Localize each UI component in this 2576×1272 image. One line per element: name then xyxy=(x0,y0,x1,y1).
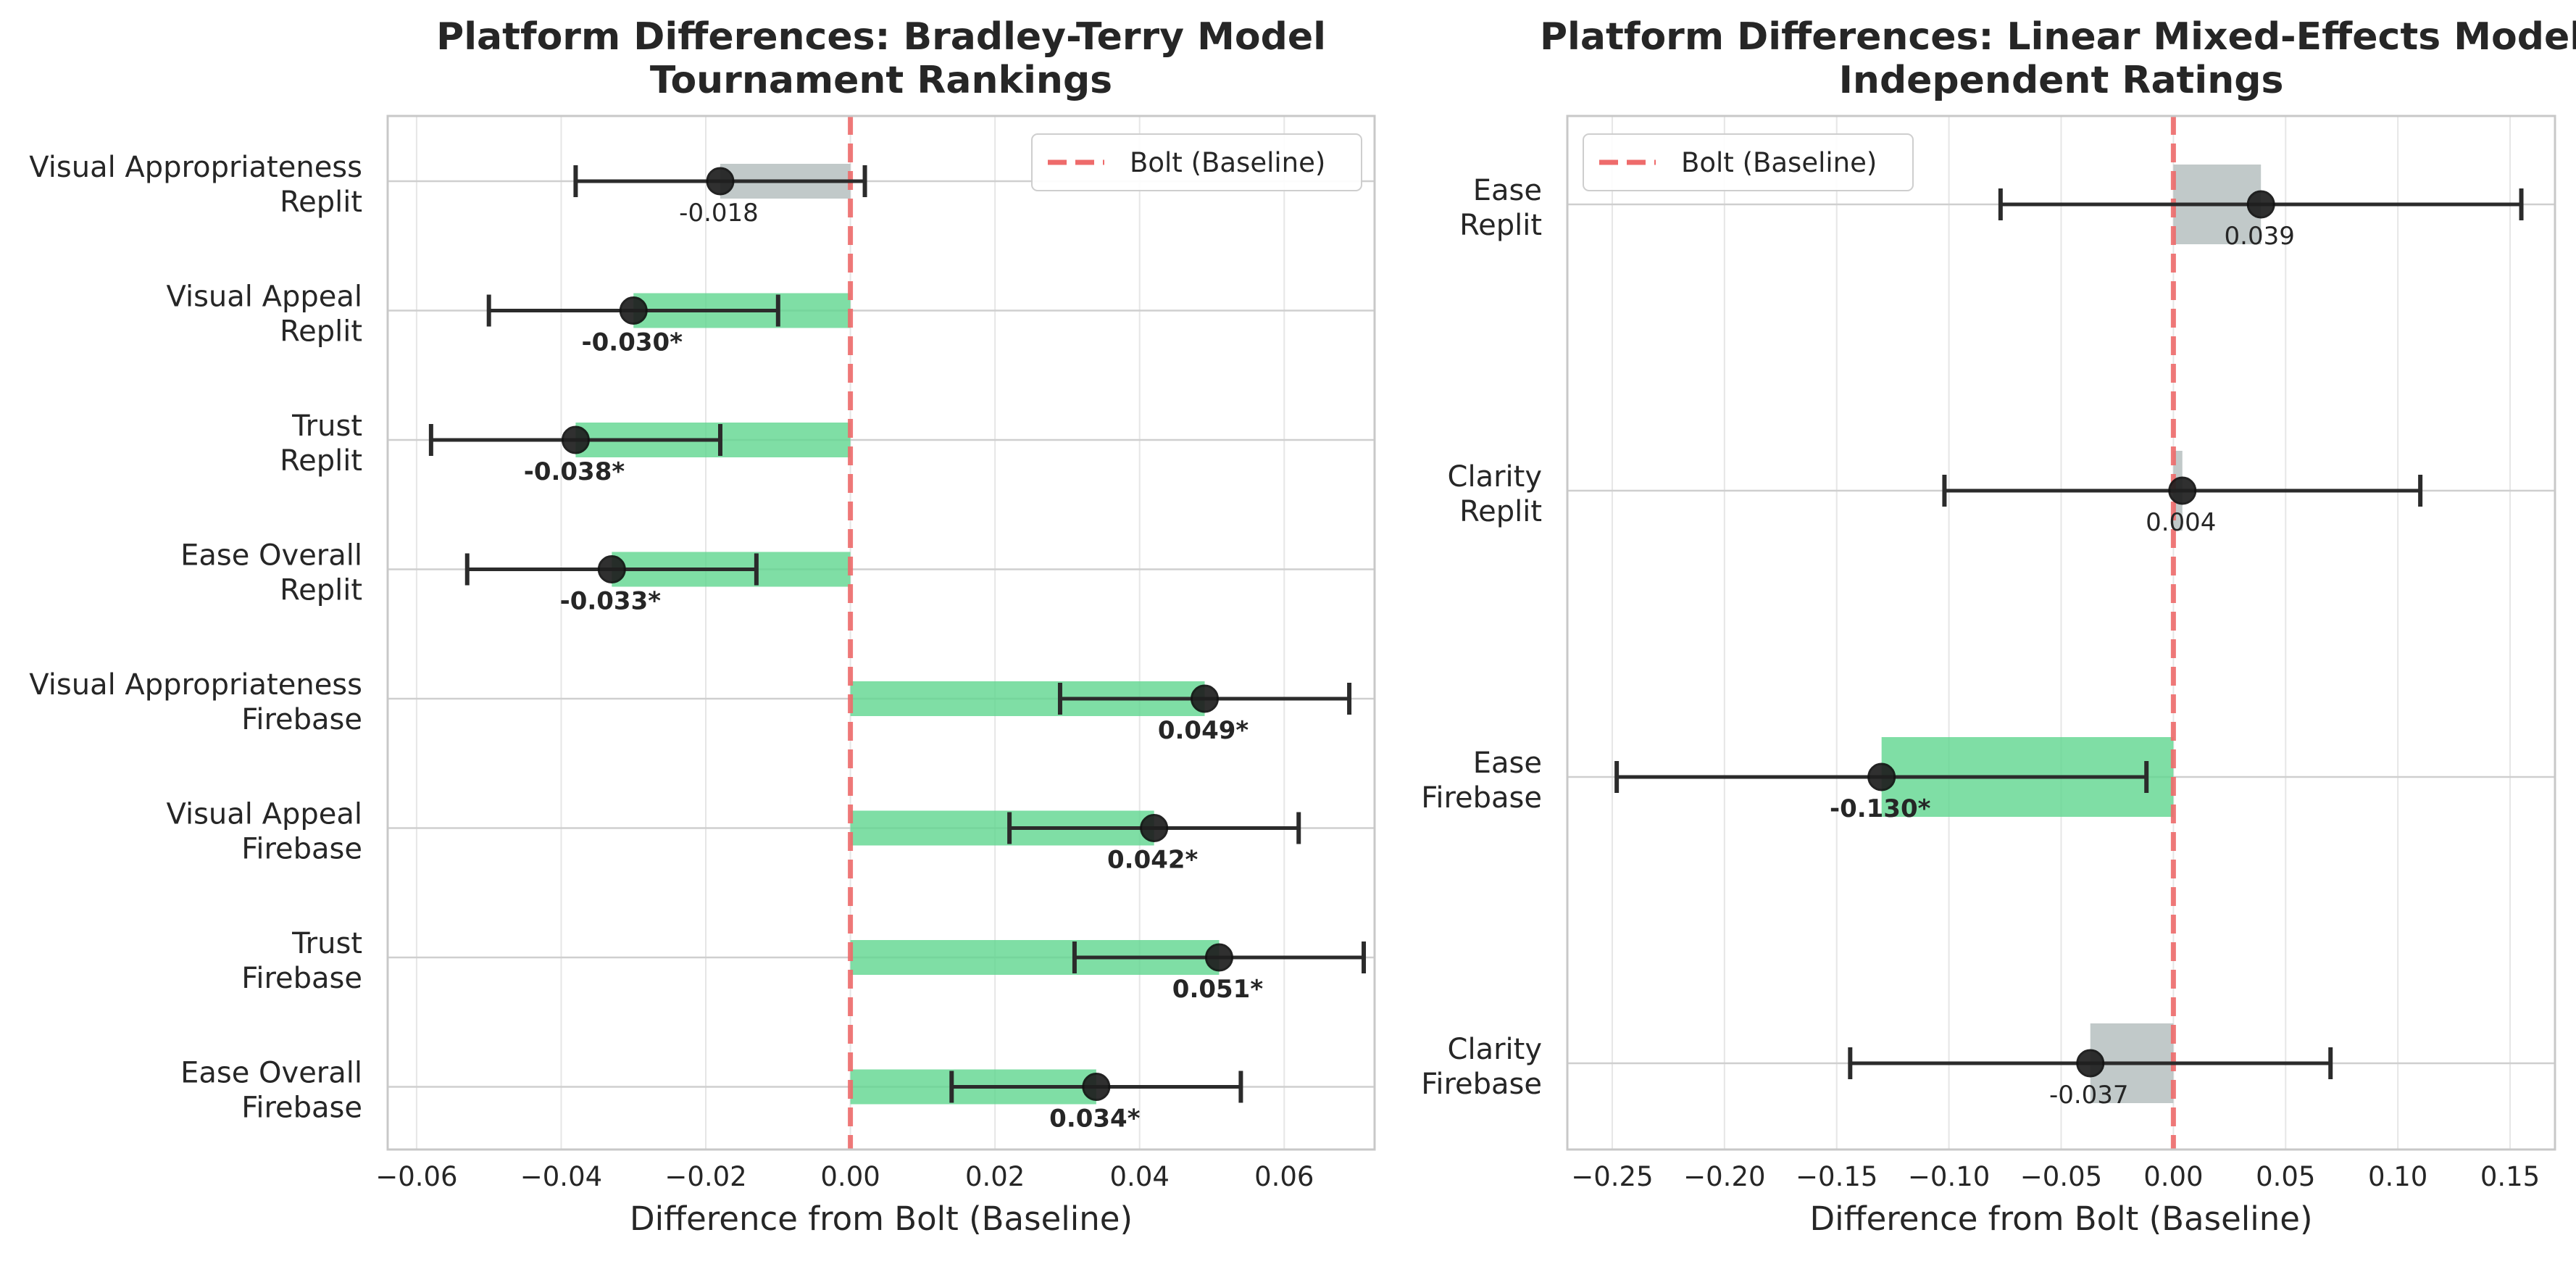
x-tick-label: −0.15 xyxy=(1796,1161,1877,1192)
legend: Bolt (Baseline) xyxy=(1583,133,1914,191)
value-label: -0.018 xyxy=(679,199,759,228)
y-category-label-line: Firebase xyxy=(1421,781,1542,815)
x-tick-label: 0.10 xyxy=(2368,1161,2427,1192)
x-tick-label: 0.00 xyxy=(2143,1161,2203,1192)
chart-title: Platform Differences: Bradley-Terry Mode… xyxy=(436,15,1326,102)
data-point xyxy=(1082,1073,1111,1101)
y-category-label: Visual Appropriateness Replit xyxy=(29,151,362,219)
chart-title: Platform Differences: Linear Mixed-Effec… xyxy=(1540,15,2576,102)
data-point xyxy=(597,555,626,583)
data-point xyxy=(2246,190,2275,219)
x-tick-label: −0.05 xyxy=(2020,1161,2102,1192)
panel-linear-mixed-effects: 0.039 0.004 -0.130* -0.037 −0.25 −0.20 −0.15 −0… xyxy=(1421,15,2576,1238)
y-category-label-line: Replit xyxy=(280,574,362,607)
data-point xyxy=(1140,814,1169,842)
y-category-label: Visual Appeal Firebase xyxy=(166,798,362,866)
x-tick-label: −0.20 xyxy=(1683,1161,1765,1192)
y-category-label-line: Clarity xyxy=(1448,460,1542,494)
data-point xyxy=(1204,943,1233,972)
x-axis-label: Difference from Bolt (Baseline) xyxy=(630,1200,1133,1238)
data-point xyxy=(2168,476,2197,505)
plot-frame xyxy=(386,115,1376,1151)
x-tick-label: −0.04 xyxy=(520,1161,602,1192)
y-category-label-line: Replit xyxy=(280,315,362,349)
x-tick-label: −0.25 xyxy=(1571,1161,1653,1192)
x-tick-label: −0.06 xyxy=(375,1161,457,1192)
y-category-label: Trust Replit xyxy=(280,410,362,478)
chart-title-line: Independent Ratings xyxy=(1839,59,2284,102)
x-tick-label: −0.10 xyxy=(1908,1161,1990,1192)
y-category-label-line: Visual Appropriateness xyxy=(29,151,362,184)
value-label: -0.030* xyxy=(582,328,683,357)
value-label: 0.051* xyxy=(1172,975,1264,1004)
plot-frame xyxy=(1566,115,2556,1151)
x-tick-label: 0.04 xyxy=(1110,1161,1170,1192)
value-label: 0.004 xyxy=(2146,508,2216,537)
y-category-label-line: Replit xyxy=(1459,495,1542,528)
data-point xyxy=(2076,1049,2105,1078)
value-label: 0.042* xyxy=(1107,846,1199,875)
value-label: -0.038* xyxy=(524,457,625,486)
value-label: -0.130* xyxy=(1830,794,1931,823)
y-category-label: Ease Overall Firebase xyxy=(180,1057,362,1125)
y-category-label: Trust Firebase xyxy=(241,927,362,995)
y-category-label-line: Visual Appeal xyxy=(166,798,362,831)
y-category-label-line: Ease Overall xyxy=(180,1057,362,1090)
value-label: 0.039 xyxy=(2225,222,2295,251)
y-category-label-line: Replit xyxy=(1459,209,1542,242)
y-category-label-line: Firebase xyxy=(1421,1068,1542,1101)
y-category-label: Ease Firebase xyxy=(1421,747,1542,815)
x-tick-label: 0.02 xyxy=(965,1161,1025,1192)
legend: Bolt (Baseline) xyxy=(1031,133,1362,191)
legend-box xyxy=(1031,133,1362,191)
legend-label: Bolt (Baseline) xyxy=(1681,147,1877,178)
y-category-label: Ease Overall Replit xyxy=(180,539,362,607)
data-point xyxy=(1191,684,1220,713)
y-category-label-line: Firebase xyxy=(241,703,362,736)
y-category-label: Visual Appropriateness Firebase xyxy=(29,668,362,736)
y-category-label-line: Firebase xyxy=(241,833,362,866)
y-category-label: Visual Appeal Replit xyxy=(166,280,362,349)
chart-title-line: Platform Differences: Bradley-Terry Mode… xyxy=(436,15,1326,59)
y-category-label-line: Visual Appropriateness xyxy=(29,668,362,702)
panel-bradley-terry: -0.018 -0.030* -0.038* -0.033* 0.049* 0.042* 0… xyxy=(29,15,1376,1238)
x-tick-label: 0.15 xyxy=(2480,1161,2540,1192)
y-category-label-line: Ease Overall xyxy=(180,539,362,573)
value-label: 0.034* xyxy=(1049,1105,1141,1134)
y-category-label-line: Visual Appeal xyxy=(166,280,362,314)
x-tick-label: 0.00 xyxy=(820,1161,880,1192)
data-point xyxy=(1867,762,1896,791)
chart-title-line: Platform Differences: Linear Mixed-Effec… xyxy=(1540,15,2576,59)
y-category-label-line: Ease xyxy=(1473,174,1542,207)
legend-label: Bolt (Baseline) xyxy=(1130,147,1325,178)
x-tick-label: 0.06 xyxy=(1254,1161,1314,1192)
y-category-label: Clarity Firebase xyxy=(1421,1033,1542,1101)
data-point xyxy=(706,167,735,196)
value-label: -0.037 xyxy=(2049,1081,2129,1110)
y-category-label-line: Trust xyxy=(291,410,362,443)
value-label: 0.049* xyxy=(1158,716,1249,745)
data-point xyxy=(561,425,590,454)
x-axis-label: Difference from Bolt (Baseline) xyxy=(1809,1200,2312,1238)
value-label: -0.033* xyxy=(560,587,662,616)
chart-title-line: Tournament Rankings xyxy=(650,59,1112,102)
x-tick-label: 0.05 xyxy=(2256,1161,2315,1192)
y-category-label: Ease Replit xyxy=(1459,174,1542,242)
y-category-label-line: Trust xyxy=(291,927,362,960)
legend-box xyxy=(1583,133,1914,191)
data-point xyxy=(619,296,648,325)
y-category-label-line: Firebase xyxy=(241,962,362,995)
y-category-label-line: Ease xyxy=(1473,747,1542,780)
y-category-label: Clarity Replit xyxy=(1448,460,1542,528)
y-category-label-line: Replit xyxy=(280,186,362,219)
y-category-label-line: Clarity xyxy=(1448,1033,1542,1066)
y-category-label-line: Firebase xyxy=(241,1092,362,1125)
y-category-label-line: Replit xyxy=(280,444,362,478)
x-tick-label: −0.02 xyxy=(664,1161,746,1192)
